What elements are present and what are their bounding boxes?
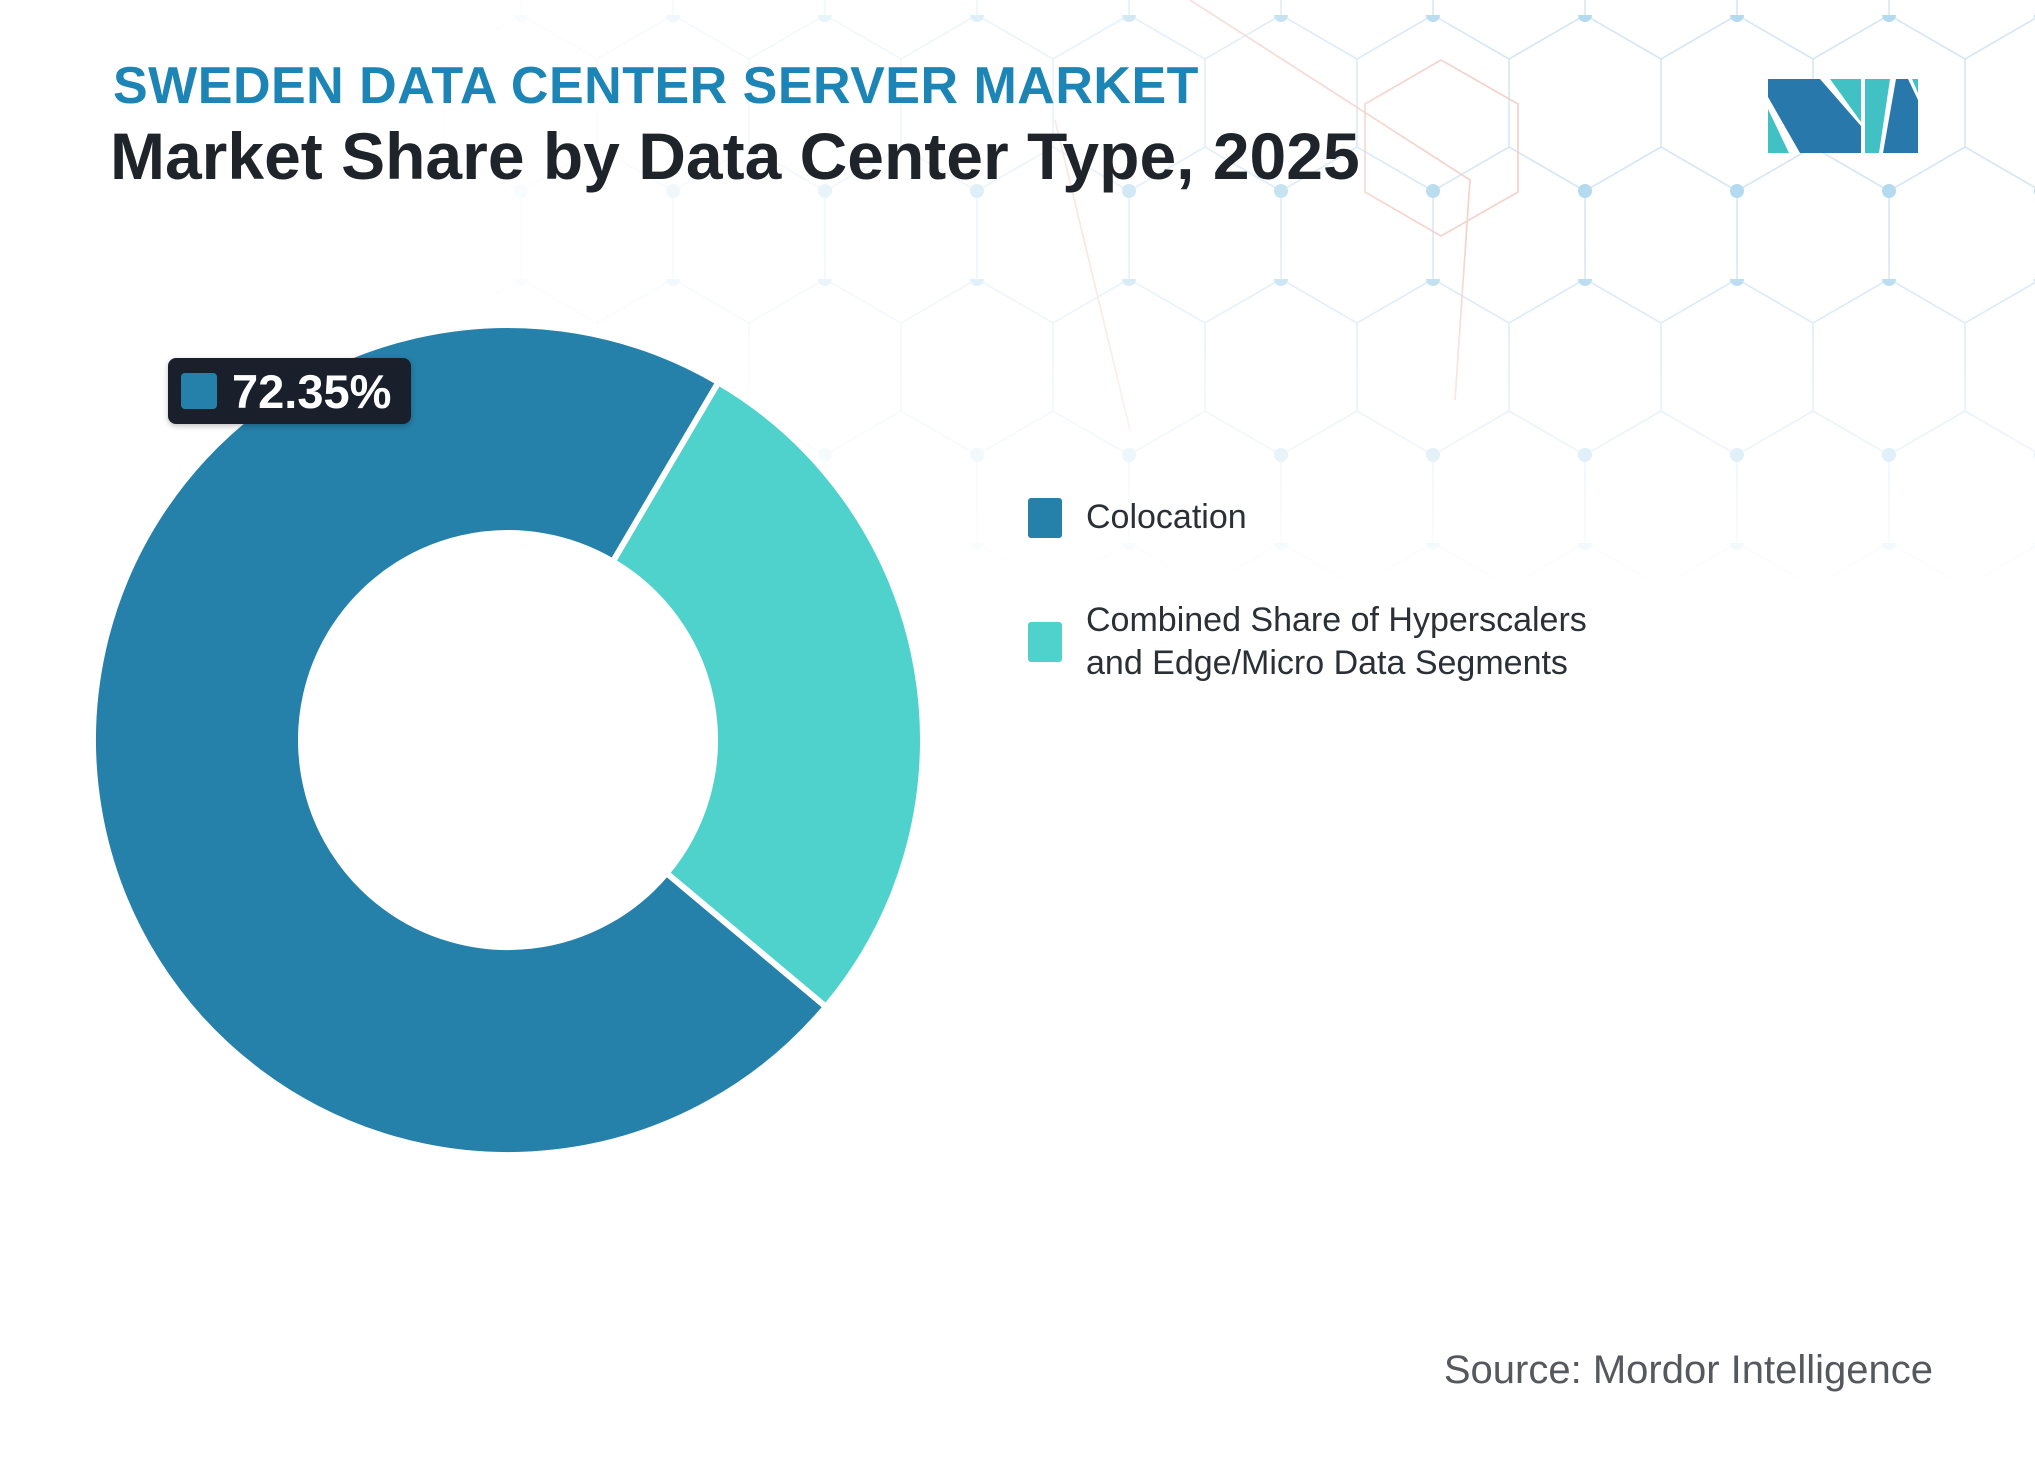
legend-label-hyperscalers-edge: Combined Share of Hyperscalers and Edge/… <box>1086 601 1587 682</box>
donut-slice-colocation <box>90 322 831 1158</box>
mordor-intelligence-logo <box>1768 79 1918 153</box>
chart-legend: Colocation Combined Share of Hyperscaler… <box>1028 496 1668 745</box>
legend-label-colocation: Colocation <box>1086 498 1247 536</box>
report-name-heading: SWEDEN DATA CENTER SERVER MARKET <box>113 57 1199 115</box>
chart-title: Market Share by Data Center Type, 2025 <box>110 119 1360 193</box>
logo-left-tile <box>1768 79 1861 153</box>
donut-slice-hyperscalers-edge <box>608 378 926 1012</box>
donut-svg <box>90 322 926 1158</box>
source-attribution: Source: Mordor Intelligence <box>1443 1348 1933 1392</box>
legend-item-colocation: Colocation <box>1028 496 1668 539</box>
legend-item-hyperscalers-edge: Combined Share of Hyperscalers and Edge/… <box>1028 599 1668 685</box>
legend-swatch-hyperscalers-edge <box>1028 622 1062 662</box>
data-label-swatch <box>181 373 217 409</box>
data-label-value: 72.35% <box>232 364 392 418</box>
legend-swatch-colocation <box>1028 497 1062 538</box>
data-label-callout: 72.35% <box>168 358 412 424</box>
donut-chart <box>78 310 938 1170</box>
logo-right-tile <box>1865 79 1918 153</box>
